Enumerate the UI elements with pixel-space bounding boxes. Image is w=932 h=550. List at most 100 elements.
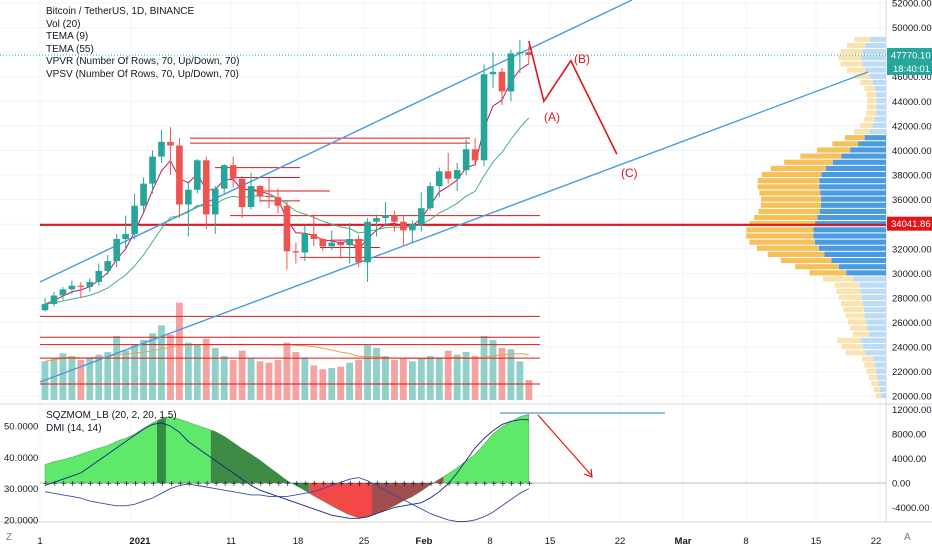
squeeze-dot: +: [329, 479, 336, 488]
profile-bar-down: [749, 239, 816, 245]
squeeze-dot: +: [60, 479, 67, 488]
candle-body: [471, 149, 479, 161]
price-tick-label: 36000.00: [892, 195, 932, 206]
profile-bar-down: [817, 147, 851, 153]
volume-bar: [113, 336, 121, 400]
candle-body: [113, 238, 120, 262]
symbol-title[interactable]: Bitcoin / TetherUS, 1D, BINANCE: [46, 6, 195, 17]
squeeze-dot: +: [383, 479, 390, 488]
profile-bar-up: [878, 380, 886, 387]
profile-bar-up: [815, 221, 886, 227]
candle-body: [418, 208, 425, 225]
candle-body: [489, 71, 497, 75]
candle-body: [292, 251, 300, 253]
price-tick-label: 30000.00: [892, 269, 932, 280]
legend-dmi[interactable]: DMI (14, 14): [46, 422, 102, 434]
volume-bar: [104, 352, 112, 400]
price-tick-label: 46000.00: [892, 72, 932, 83]
profile-bar-up: [867, 325, 886, 331]
volume-bar: [220, 356, 228, 400]
candle-body: [238, 178, 246, 207]
volume-bar: [95, 354, 103, 400]
profile-bar-down: [840, 49, 863, 55]
volume-bar: [50, 358, 58, 400]
volume-bar: [274, 360, 282, 400]
profile-bar-up: [869, 73, 886, 79]
momentum-tick-label: 12000.00: [892, 405, 932, 416]
candle-body: [435, 171, 443, 187]
profile-bar-down: [761, 196, 822, 202]
wave-path: [528, 40, 618, 155]
dmi-tick-label: 20.0000: [4, 515, 38, 526]
countdown-tag: 18:40:01: [893, 64, 930, 75]
profile-bar-up: [821, 171, 886, 178]
profile-bar-down: [863, 116, 875, 122]
legend-tema-9[interactable]: TEMA (9): [46, 31, 89, 42]
volume-bar: [435, 357, 443, 400]
price-tick-label: 26000.00: [892, 318, 932, 329]
candles: [0, 39, 886, 312]
volume-bar: [247, 358, 255, 400]
profile-bar-up: [853, 276, 886, 282]
oscillator-legend: SQZMOM_LB (20, 2, 20, 1.5) DMI (14, 14): [46, 410, 177, 435]
legend-sqzmom[interactable]: SQZMOM_LB (20, 2, 20, 1.5): [46, 410, 177, 421]
squeeze-dot: +: [123, 479, 130, 488]
squeeze-dot: +: [338, 479, 345, 488]
profile-bar-up: [874, 362, 886, 368]
volume-bar: [256, 361, 264, 400]
candle-body: [337, 242, 344, 246]
last-price-tag-bg: [887, 47, 932, 62]
candle-body: [77, 285, 85, 287]
candle-body: [194, 160, 201, 190]
time-tick-label: 8: [743, 536, 748, 547]
squeeze-dot: +: [401, 479, 408, 488]
squeeze-dot: +: [249, 479, 256, 488]
wave-label-a: (A): [544, 110, 560, 124]
squeeze-dot: +: [132, 479, 139, 488]
auto-scale-button[interactable]: A: [904, 532, 911, 543]
profile-bar-up: [865, 313, 886, 319]
profile-bar-up: [824, 251, 886, 257]
candle-body: [516, 52, 524, 54]
squeeze-dot: +: [195, 479, 202, 488]
profile-bar-up: [860, 288, 886, 294]
profile-bar-up: [862, 49, 886, 55]
axes: 52000.0050000.0048000.0046000.0044000.00…: [4, 0, 932, 547]
profile-bar-down: [850, 325, 868, 331]
momentum-band: [372, 414, 444, 518]
profile-bar-down: [862, 356, 874, 362]
volume-bar: [211, 348, 219, 400]
squeeze-dot: +: [419, 479, 426, 488]
candle-body: [149, 156, 156, 184]
zoom-reset-button[interactable]: Z: [6, 532, 13, 543]
volume-bar: [310, 365, 318, 400]
trend-channel: [39, 0, 869, 383]
volume-bar: [319, 369, 327, 400]
legend-vpsv[interactable]: VPSV (Number Of Rows, 70, Up/Down, 70): [46, 68, 239, 80]
candle-body: [68, 285, 76, 290]
profile-bar-up: [860, 337, 886, 344]
volume-bar: [426, 356, 434, 400]
profile-bar-down: [837, 55, 862, 61]
candle-body: [400, 221, 407, 231]
momentum-arrow-line: [537, 414, 593, 477]
squeeze-dot: +: [213, 479, 220, 488]
price-tick-label: 22000.00: [892, 367, 932, 378]
legend-vol[interactable]: Vol (20): [46, 18, 81, 30]
volume-bar: [516, 361, 524, 400]
squeeze-dot: +: [302, 479, 309, 488]
profile-bar-up: [819, 178, 886, 184]
profile-bar-up: [879, 387, 886, 393]
candle-body: [453, 170, 461, 179]
squeeze-dot: +: [240, 479, 247, 488]
squeeze-dot: +: [464, 479, 471, 488]
profile-bar-down: [832, 141, 859, 147]
legend-vpvr[interactable]: VPVR (Number Of Rows, 70, Up/Down, 70): [46, 56, 240, 67]
candle-body: [409, 224, 416, 231]
volume-bar: [149, 333, 156, 400]
profile-bar-up: [850, 147, 886, 153]
legend-tema-55[interactable]: TEMA (55): [46, 43, 94, 55]
profile-bar-up: [865, 350, 886, 356]
squeeze-dot: +: [437, 479, 444, 488]
